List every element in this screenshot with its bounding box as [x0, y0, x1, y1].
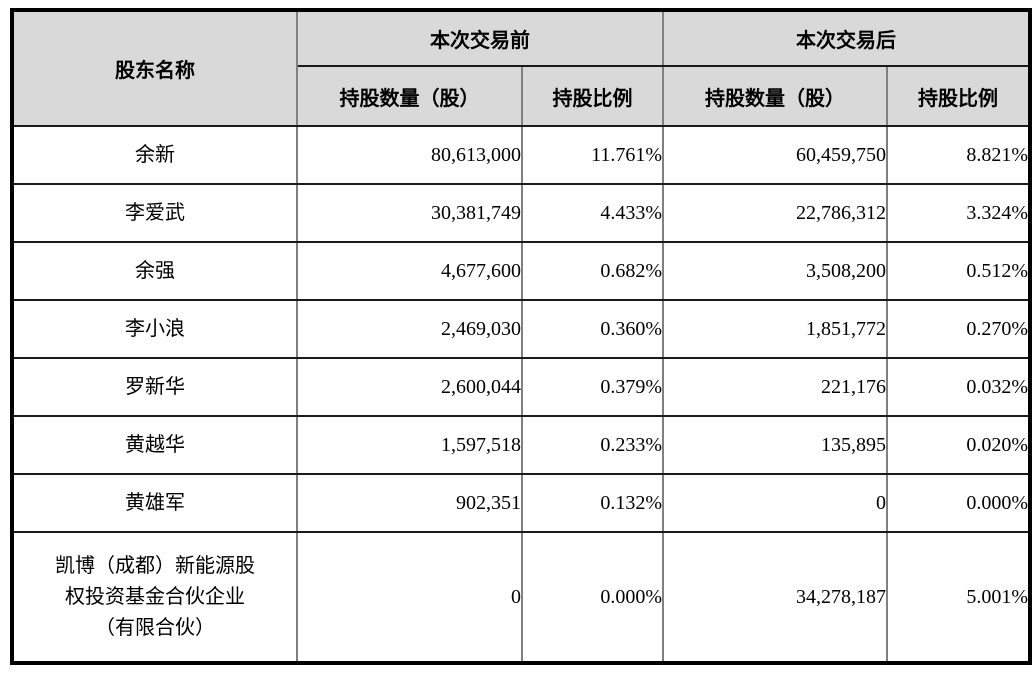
before-ratio-header: 持股比例 — [521, 65, 664, 127]
before-qty-cell: 1,597,518 — [296, 415, 523, 475]
shareholder-name-cell: 余新 — [11, 125, 298, 185]
after-qty-cell: 34,278,187 — [662, 531, 888, 664]
shareholder-name-cell: 罗新华 — [11, 357, 298, 417]
after-qty-cell: 135,895 — [662, 415, 888, 475]
before-ratio-cell: 11.761% — [521, 125, 664, 185]
before-qty-cell: 2,600,044 — [296, 357, 523, 417]
before-ratio-cell: 4.433% — [521, 183, 664, 243]
table-row: 李爱武 30,381,749 4.433% 22,786,312 3.324% — [11, 183, 1031, 243]
after-qty-cell: 221,176 — [662, 357, 888, 417]
table-row: 黄越华 1,597,518 0.233% 135,895 0.020% — [11, 415, 1031, 475]
shareholder-name-cell: 黄雄军 — [11, 473, 298, 533]
before-qty-cell: 2,469,030 — [296, 299, 523, 359]
after-qty-cell: 22,786,312 — [662, 183, 888, 243]
shareholder-name-cell: 黄越华 — [11, 415, 298, 475]
shareholder-name-cell: 凯博（成都）新能源股 权投资基金合伙企业 （有限合伙） — [11, 531, 298, 664]
shareholding-table: 股东名称 本次交易前 本次交易后 持股数量（股） 持股比例 持股数量（股） 持股… — [10, 8, 1032, 665]
before-ratio-cell: 0.360% — [521, 299, 664, 359]
table-row: 凯博（成都）新能源股 权投资基金合伙企业 （有限合伙） 0 0.000% 34,… — [11, 531, 1031, 664]
after-ratio-cell: 0.032% — [886, 357, 1031, 417]
after-ratio-cell: 3.324% — [886, 183, 1031, 243]
before-qty-cell: 0 — [296, 531, 523, 664]
after-ratio-cell: 5.001% — [886, 531, 1031, 664]
shareholder-name-cell: 李小浪 — [11, 299, 298, 359]
after-qty-cell: 1,851,772 — [662, 299, 888, 359]
shareholder-name-cell: 余强 — [11, 241, 298, 301]
before-transaction-group-header: 本次交易前 — [296, 9, 664, 67]
before-qty-cell: 4,677,600 — [296, 241, 523, 301]
after-ratio-cell: 0.020% — [886, 415, 1031, 475]
after-qty-header: 持股数量（股） — [662, 65, 888, 127]
shareholder-name-cell: 李爱武 — [11, 183, 298, 243]
after-qty-cell: 3,508,200 — [662, 241, 888, 301]
header-row-groups: 股东名称 本次交易前 本次交易后 — [11, 9, 1031, 127]
table-row: 李小浪 2,469,030 0.360% 1,851,772 0.270% — [11, 299, 1031, 359]
after-ratio-cell: 0.000% — [886, 473, 1031, 533]
after-ratio-cell: 0.270% — [886, 299, 1031, 359]
after-ratio-cell: 8.821% — [886, 125, 1031, 185]
before-ratio-cell: 0.000% — [521, 531, 664, 664]
before-qty-cell: 902,351 — [296, 473, 523, 533]
header-row-columns: 持股数量（股） 持股比例 持股数量（股） 持股比例 — [12, 65, 1031, 127]
after-qty-cell: 0 — [662, 473, 888, 533]
before-ratio-cell: 0.132% — [521, 473, 664, 533]
before-qty-cell: 80,613,000 — [296, 125, 523, 185]
before-qty-cell: 30,381,749 — [296, 183, 523, 243]
table-row: 余新 80,613,000 11.761% 60,459,750 8.821% — [11, 125, 1031, 185]
after-transaction-group-header: 本次交易后 — [662, 9, 1031, 67]
before-qty-header: 持股数量（股） — [296, 65, 523, 127]
table-row: 黄雄军 902,351 0.132% 0 0.000% — [11, 473, 1031, 533]
before-ratio-cell: 0.682% — [521, 241, 664, 301]
before-ratio-cell: 0.379% — [521, 357, 664, 417]
after-ratio-cell: 0.512% — [886, 241, 1031, 301]
shareholder-name-header: 股东名称 — [11, 9, 298, 127]
after-ratio-header: 持股比例 — [886, 65, 1031, 127]
table-row: 余强 4,677,600 0.682% 3,508,200 0.512% — [11, 241, 1031, 301]
table-row: 罗新华 2,600,044 0.379% 221,176 0.032% — [11, 357, 1031, 417]
table-header: 股东名称 本次交易前 本次交易后 持股数量（股） 持股比例 持股数量（股） 持股… — [11, 9, 1031, 127]
table-body: 余新 80,613,000 11.761% 60,459,750 8.821% … — [11, 125, 1031, 664]
after-qty-cell: 60,459,750 — [662, 125, 888, 185]
before-ratio-cell: 0.233% — [521, 415, 664, 475]
